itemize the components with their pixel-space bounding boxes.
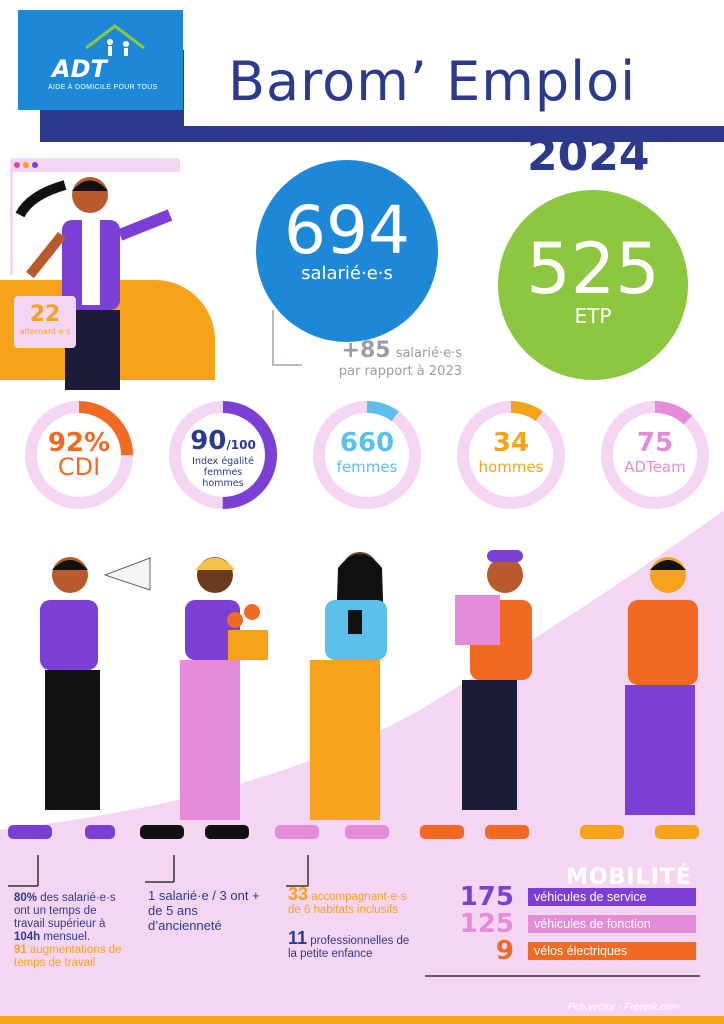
childhood-text: professionnelles de la petite enfance [288,935,410,960]
bottom-bar [0,1016,724,1024]
donut-2: 660 femmes [312,400,422,514]
image-credit: Pch.vector - Freepik.com [568,1002,680,1013]
childhood-stat: 11 professionnelles de la petite enfance [288,929,418,961]
delta-value: +85 [341,338,391,363]
donut-text: 92% CDI [24,428,134,481]
donut-ring [25,401,133,509]
page-title: Barom’ Emploi [228,50,637,113]
donut-value: 92% [47,428,111,458]
donut-arc [601,401,709,509]
donut-caption: CDI [57,453,101,481]
donut-ring [313,401,421,509]
donut-arc [313,401,421,509]
house-icon [85,24,145,56]
connector-line [272,310,302,366]
donut-arc [25,401,133,509]
logo [18,10,183,110]
employees-label: salarié·e·s [301,263,393,284]
donut-value: 660 [339,428,395,458]
mobility-value: 125 [459,909,514,939]
window-bar [10,158,180,172]
work-time-unit: mensuel. [43,931,91,943]
apprentices-count: 22 [29,302,61,327]
housing-count: 33 [288,884,309,904]
donut-3: 34 hommes [456,400,566,514]
woman-presenting-illustration [10,165,173,390]
fte-circle: 525 ETP [498,190,688,380]
donut-ring [601,401,709,509]
donut-4: 75 ADTeam [600,400,710,514]
team-illustration [8,550,699,839]
year: 2024 [527,130,650,181]
donut-value: 75 [636,428,674,458]
donut-arc [169,401,277,509]
mobility-label: véhicules de fonction [528,915,696,933]
donut-caption: hommes [478,458,544,476]
donut-caption: ADTeam [624,458,686,476]
donut-text: 34 hommes [456,428,566,476]
fte-label: ETP [574,304,612,328]
mobility-title: MOBILITÉ [566,865,692,890]
donut-caption: femmes [336,458,398,476]
increase-text: augmentations de temps de travail [14,944,122,969]
donut-0: 92% CDI [24,400,134,514]
donut-text: 660 femmes [312,428,422,476]
employees-circle: 694 salarié·e·s [256,160,438,342]
donut-ring [457,401,565,509]
work-time-pct: 80% [14,892,38,904]
donut-caption: Index égalité femmes hommes [192,456,254,489]
donut-value: 34 [492,428,530,458]
work-time-stat: 80% des salarié·e·s ont un temps de trav… [14,892,128,970]
housing-stat: 33 accompagnant·e·s de 6 habitats inclus… [288,885,418,917]
increase-count: 91 [14,944,27,956]
donut-1: 90/100 Index égalité femmes hommes [168,400,278,514]
apprentices-label: alternant·e·s [19,327,71,336]
donut-text: 90/100 Index égalité femmes hommes [168,426,278,489]
donut-value: 90/100 [190,426,256,456]
donut-suffix: /100 [226,438,256,452]
mobility-label: véhicules de service [528,888,696,906]
employees-count: 694 [284,192,410,269]
seniority-stat: 1 salarié·e / 3 ont + de 5 ans d’ancienn… [148,888,260,933]
delta-caption: par rapport à 2023 [338,364,462,379]
childhood-count: 11 [288,928,308,948]
logo-brand: ADT [52,55,107,83]
donut-ring [169,401,277,509]
donut-arc [457,401,565,509]
stat-connectors [8,855,700,977]
title-band-inner [184,44,724,126]
mobility-value: 175 [459,882,514,912]
delta-label: salarié·e·s [395,346,462,361]
employees-delta: +85 salarié·e·s par rapport à 2023 [300,340,462,381]
mobility-value: 9 [495,936,514,966]
work-time-text: des salarié·e·s ont un temps de travail … [14,892,116,930]
logo-tagline: AIDE À DOMICILE POUR TOUS [48,84,158,91]
housing-text: accompagnant·e·s de 6 habitats inclusifs [288,891,407,916]
fte-count: 525 [526,228,660,310]
mobility-label: vélos électriques [528,942,696,960]
work-time-hours: 104h [14,931,41,943]
donut-text: 75 ADTeam [600,428,710,476]
apprentices-badge: 22 alternant·e·s [14,296,76,348]
